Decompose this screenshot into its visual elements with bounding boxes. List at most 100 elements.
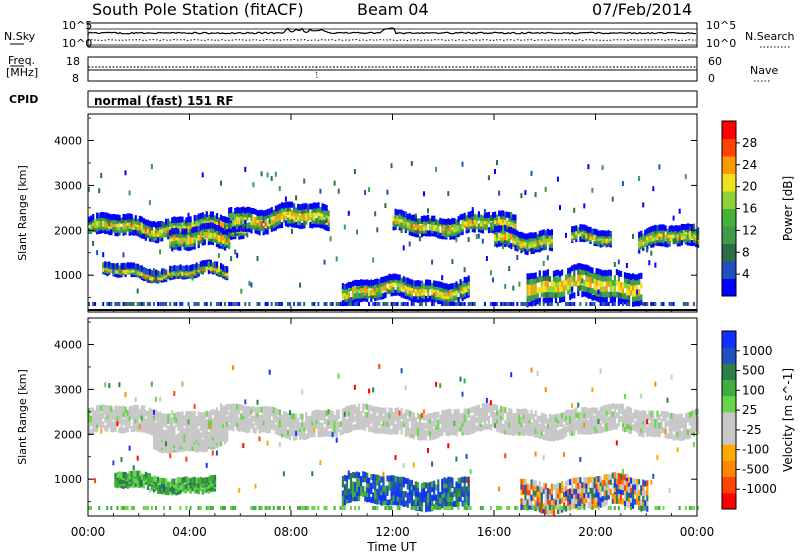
velocity-cell-1618 xyxy=(410,431,413,438)
power-cell-189 xyxy=(128,229,131,236)
power-cell-699 xyxy=(201,172,204,178)
power-cell-305 xyxy=(146,268,150,275)
velocity-cell-1279 xyxy=(347,417,350,424)
velocity-cell-235 xyxy=(140,426,143,433)
velocity-cell-1811 xyxy=(445,425,448,432)
velocity-cell-927 xyxy=(236,416,239,423)
velocity-cell-2010 xyxy=(487,416,491,423)
velocity-cell-1184 xyxy=(319,409,322,416)
velocity-cell-427 xyxy=(167,418,170,424)
power-cell-2707 xyxy=(674,238,677,244)
power-cell-1173 xyxy=(301,215,304,222)
power-cell-1673 xyxy=(439,217,442,224)
power-cell-2410 xyxy=(595,229,598,236)
velocity-cell-428 xyxy=(167,413,170,420)
velocity-cell-795 xyxy=(211,409,214,416)
velocity-cell-2043 xyxy=(498,506,501,510)
power-cell-528 xyxy=(181,228,184,235)
velocity-cell-1026 xyxy=(268,423,271,429)
velocity-cell-1733 xyxy=(431,429,434,436)
power-cell-1164 xyxy=(297,302,300,306)
power-cell-2538 xyxy=(623,282,627,289)
power-cell-2231 xyxy=(554,292,558,299)
power-cell-2524 xyxy=(617,302,620,306)
velocity-cell-364 xyxy=(159,434,162,441)
power-cell-1517 xyxy=(408,278,411,285)
power-cell-2542 xyxy=(625,293,629,300)
power-cell-88 xyxy=(108,302,111,306)
power-cell-2184 xyxy=(544,230,547,237)
power-cell-2122 xyxy=(532,278,535,285)
power-cell-2500 xyxy=(609,270,612,276)
power-cell-394 xyxy=(163,222,166,228)
velocity-cell-1173 xyxy=(317,431,320,438)
power-cell-1885 xyxy=(483,215,487,222)
velocity-cell-790 xyxy=(209,423,212,429)
velocity-cell-539 xyxy=(181,431,184,438)
power-cell-2609 xyxy=(644,240,647,247)
velocity-cell-252 xyxy=(142,405,145,412)
velocity-cell-1027 xyxy=(268,419,271,425)
power-cell-2343 xyxy=(583,286,586,292)
velocity-cell-1513 xyxy=(390,499,393,506)
power-cell-1905 xyxy=(489,302,492,306)
velocity-cell-1185 xyxy=(319,460,322,466)
power-cell-1094 xyxy=(274,302,277,306)
velocity-cell-1154 xyxy=(311,427,314,434)
power-cell-845 xyxy=(222,216,225,223)
power-cell-1635 xyxy=(431,289,434,296)
velocity-cell-329 xyxy=(155,432,158,439)
power-cell-1548 xyxy=(414,218,417,225)
velocity-cell-1032 xyxy=(268,506,271,510)
power-cell-630 xyxy=(193,230,196,237)
power-cell-2310 xyxy=(577,290,580,297)
velocity-cell-941 xyxy=(240,404,243,411)
velocity-cell-1376 xyxy=(366,411,369,418)
power-cell-1678 xyxy=(439,285,442,292)
power-cell-780 xyxy=(213,215,217,222)
power-cell-1342 xyxy=(368,290,371,296)
velocity-cell-2148 xyxy=(526,483,529,490)
velocity-cell-172 xyxy=(128,471,131,477)
velocity-cell-160 xyxy=(126,473,129,480)
velocity-cell-305 xyxy=(153,413,156,420)
velocity-cell-1546 xyxy=(396,416,399,423)
power-cell-2526 xyxy=(619,292,623,299)
velocity-cell-1317 xyxy=(353,485,357,492)
power-cell-2482 xyxy=(607,230,610,237)
power-cell-1209 xyxy=(313,202,316,209)
velocity-cell-301 xyxy=(150,506,153,510)
velocity-cell-1816 xyxy=(445,501,448,508)
power-cell-212 xyxy=(130,262,133,269)
power-cell-1803 xyxy=(461,281,464,288)
power-cell-1826 xyxy=(465,277,468,284)
power-cell-1936 xyxy=(496,229,499,236)
power-cell-575 xyxy=(187,220,190,227)
velocity-cell-1121 xyxy=(299,413,302,420)
power-cell-2669 xyxy=(660,224,663,231)
velocity-cell-1495 xyxy=(386,506,389,510)
velocity-cell-669 xyxy=(195,477,198,484)
velocity-cell-1783 xyxy=(439,492,442,499)
power-cell-2394 xyxy=(591,187,594,193)
velocity-cell-1410 xyxy=(372,497,375,504)
power-cell-2619 xyxy=(646,228,649,235)
power-cell-873 xyxy=(224,225,226,231)
power-cell-181 xyxy=(126,216,129,223)
velocity-cell-758 xyxy=(207,411,210,418)
velocity-cell-1203 xyxy=(327,431,330,437)
power-cell-1285 xyxy=(347,292,350,299)
power-cell-772 xyxy=(211,222,214,229)
velocity-cell-2002 xyxy=(485,423,489,430)
velocity-cell-1591 xyxy=(404,421,407,428)
power-cell-1543 xyxy=(412,302,415,306)
power-cell-570 xyxy=(185,264,188,271)
velocity-cell-2059 xyxy=(504,407,507,414)
power-cell-1327 xyxy=(362,285,365,292)
velocity-cell-1873 xyxy=(455,421,458,428)
velocity-cell-1931 xyxy=(465,420,468,427)
power-cell-1792 xyxy=(459,279,462,286)
velocity-cell-1222 xyxy=(333,426,336,433)
power-cell-1848 xyxy=(471,223,474,230)
power-cell-2016 xyxy=(510,233,513,240)
